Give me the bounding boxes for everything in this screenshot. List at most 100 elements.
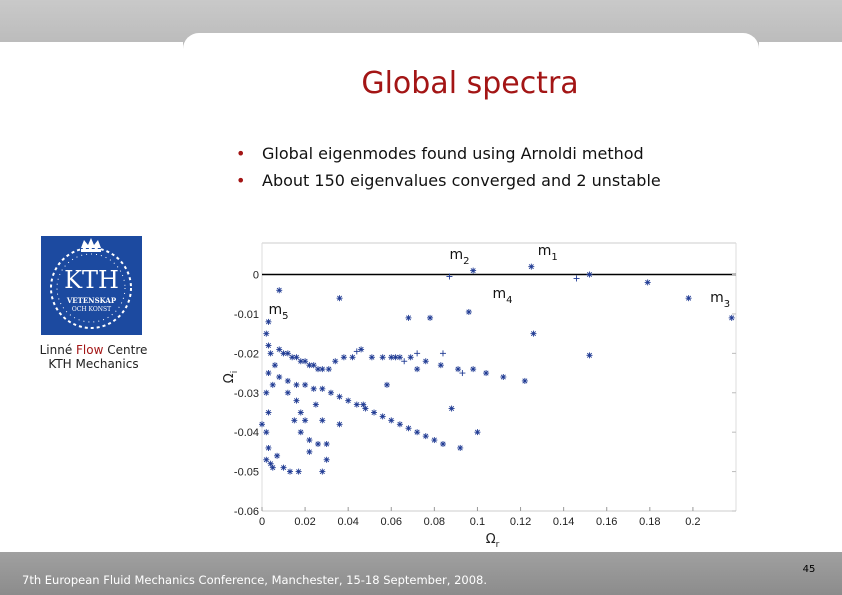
y-tick-label: 0 bbox=[253, 270, 259, 282]
lab-subtitle: KTH Mechanics bbox=[48, 357, 139, 371]
y-tick-label: -0.05 bbox=[234, 467, 259, 479]
eigenvalue-star-marker bbox=[263, 330, 270, 337]
eigenvalue-star-marker bbox=[336, 421, 343, 428]
x-tick-label: 0.1 bbox=[470, 516, 485, 528]
eigenvalue-star-marker bbox=[306, 437, 313, 444]
eigenvalue-star-marker bbox=[396, 354, 403, 361]
eigenvalue-star-marker bbox=[287, 468, 294, 475]
eigenvalue-star-marker bbox=[414, 366, 421, 373]
eigenvalue-star-marker bbox=[293, 354, 300, 361]
eigenvalue-star-marker bbox=[284, 389, 291, 396]
y-tick-label: -0.03 bbox=[234, 388, 259, 400]
logo-motto-text: OCH KONST bbox=[71, 306, 112, 313]
eigenvalue-star-marker bbox=[396, 421, 403, 428]
eigenvalue-star-marker bbox=[291, 417, 298, 424]
eigenvalue-star-marker bbox=[319, 385, 326, 392]
x-tick-label: 0.04 bbox=[337, 516, 358, 528]
lab-title-flow: Flow bbox=[76, 343, 104, 357]
eigenvalue-star-marker bbox=[293, 397, 300, 404]
logo-kth-text: KTH bbox=[64, 266, 119, 294]
eigenvalue-star-marker bbox=[297, 429, 304, 436]
footer-text: 7th European Fluid Mechanics Conference,… bbox=[22, 573, 488, 587]
eigenvalue-star-marker bbox=[319, 366, 326, 373]
eigenvalue-star-marker bbox=[297, 409, 304, 416]
eigenvalue-star-marker bbox=[388, 354, 395, 361]
eigenvalue-star-marker bbox=[280, 464, 287, 471]
x-tick-label: 0.06 bbox=[381, 516, 402, 528]
eigenvalue-plus-marker bbox=[573, 275, 580, 282]
eigenvalue-star-marker bbox=[371, 409, 378, 416]
y-axis-label: Ωi bbox=[222, 371, 240, 383]
eigenvalue-star-marker bbox=[293, 381, 300, 388]
eigenvalue-star-marker bbox=[448, 405, 455, 412]
eigenvalue-plus-marker bbox=[459, 370, 466, 377]
eigenvalue-star-marker bbox=[586, 271, 593, 278]
eigenvalue-star-marker bbox=[422, 433, 429, 440]
eigenvalue-star-marker bbox=[263, 389, 270, 396]
eigenvalue-scatter-chart: 0 0.02 0.04 0.06 0.08 0.1 0.12 0.14 0.16 0.18 0.2 0… bbox=[222, 242, 737, 550]
lab-name: Linné Flow Centre KTH Mechanics bbox=[20, 343, 167, 371]
eigenvalue-star-marker bbox=[437, 362, 444, 369]
eigenvalue-star-marker bbox=[263, 429, 270, 436]
eigenvalue-star-marker bbox=[295, 468, 302, 475]
eigenvalue-star-marker bbox=[271, 362, 278, 369]
crown-wreath-icon bbox=[50, 238, 132, 329]
eigenvalue-star-marker bbox=[422, 358, 429, 365]
eigenvalue-star-marker bbox=[265, 342, 272, 349]
kth-logo: KTH VETENSKAP OCH KONST bbox=[41, 236, 142, 335]
eigenvalue-star-marker bbox=[263, 456, 270, 463]
eigenvalue-star-marker bbox=[327, 389, 334, 396]
eigenvalue-plus-marker bbox=[401, 358, 408, 365]
eigenvalue-star-marker bbox=[465, 308, 472, 315]
eigenvalue-star-marker bbox=[340, 354, 347, 361]
eigenvalue-star-marker bbox=[323, 456, 330, 463]
eigenvalue-star-marker bbox=[500, 374, 507, 380]
eigenvalue-star-marker bbox=[360, 401, 367, 408]
x-tick-label: 0.02 bbox=[294, 516, 315, 528]
eigenvalue-star-marker bbox=[319, 468, 326, 475]
eigenvalue-star-marker bbox=[407, 354, 414, 361]
bullet-item: • Global eigenmodes found using Arnoldi m… bbox=[236, 144, 661, 171]
lab-title-post: Centre bbox=[103, 343, 148, 357]
x-axis-label: Ωr bbox=[486, 532, 500, 550]
eigenvalue-star-marker bbox=[332, 358, 339, 365]
eigenvalue-star-marker bbox=[405, 425, 412, 432]
eigenvalue-star-marker bbox=[302, 417, 309, 424]
eigenvalue-star-marker bbox=[427, 314, 434, 321]
lab-title: Linné Flow Centre bbox=[20, 343, 167, 357]
eigenvalue-star-marker bbox=[336, 295, 343, 302]
eigenvalue-star-marker bbox=[302, 381, 309, 388]
eigenvalue-star-marker bbox=[284, 350, 291, 357]
mode-label: m4 bbox=[493, 286, 513, 306]
eigenvalue-star-marker bbox=[388, 417, 395, 424]
eigenvalue-star-marker bbox=[470, 366, 477, 373]
eigenvalue-star-marker bbox=[470, 267, 477, 274]
x-tick-label: 0.2 bbox=[685, 516, 700, 528]
slide-card bbox=[183, 33, 759, 581]
eigenvalue-star-marker bbox=[349, 354, 356, 361]
y-tick-label: -0.04 bbox=[234, 427, 259, 439]
mode-label: m5 bbox=[268, 302, 288, 322]
bullet-dot-icon: • bbox=[236, 171, 246, 190]
eigenvalue-star-marker bbox=[265, 409, 272, 416]
eigenvalue-star-marker bbox=[379, 413, 386, 420]
eigenvalue-star-marker bbox=[319, 417, 326, 424]
x-tick-label: 0.14 bbox=[553, 516, 574, 528]
eigenvalue-star-marker bbox=[323, 441, 330, 447]
eigenvalue-star-marker bbox=[276, 374, 283, 380]
mode-label: m3 bbox=[710, 290, 730, 310]
eigenvalue-star-marker bbox=[685, 295, 692, 302]
eigenvalue-star-marker bbox=[315, 441, 322, 447]
eigenvalue-star-marker bbox=[530, 330, 537, 337]
eigenvalue-plus-marker bbox=[439, 350, 446, 357]
eigenvalue-star-marker bbox=[345, 397, 352, 404]
bullet-list: • Global eigenmodes found using Arnoldi m… bbox=[236, 144, 661, 198]
eigenvalue-star-marker bbox=[269, 464, 276, 471]
eigenvalue-star-marker bbox=[414, 429, 421, 436]
x-tick-label: 0.18 bbox=[639, 516, 660, 528]
bullet-dot-icon: • bbox=[236, 144, 246, 163]
eigenvalue-plus-marker bbox=[414, 350, 421, 357]
eigenvalue-plus-marker bbox=[446, 273, 453, 280]
bullet-item: • About 150 eigenvalues converged and 2 u… bbox=[236, 171, 661, 198]
eigenvalue-star-marker bbox=[302, 358, 309, 365]
